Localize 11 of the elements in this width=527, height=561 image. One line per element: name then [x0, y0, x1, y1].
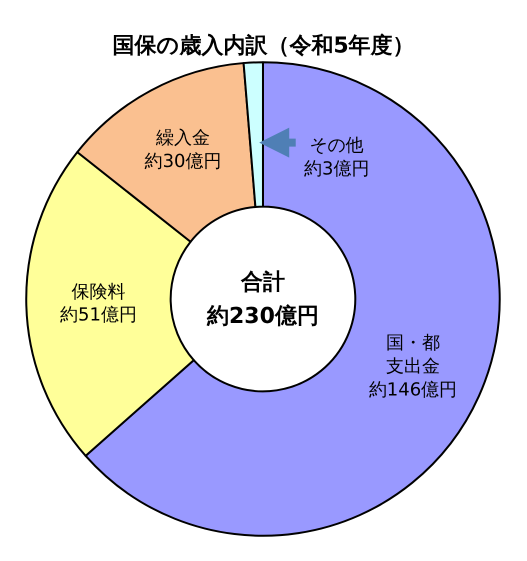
slice-label: 国・都支出金 [386, 332, 440, 378]
data-label: 約51億円 [60, 304, 137, 326]
data-label: 約146億円 [368, 380, 458, 401]
slice-label: 保険料 [72, 281, 126, 302]
text: 合計 [240, 270, 285, 295]
text: 約230億円 [206, 304, 319, 329]
data-label: 約30億円 [144, 150, 222, 172]
slice-label: 繰入金 [155, 128, 210, 149]
slice-label: その他 [310, 135, 364, 156]
data-label: 約3億円 [304, 158, 370, 180]
chart-title: 国保の歳入内訳（令和5年度） [112, 32, 415, 59]
